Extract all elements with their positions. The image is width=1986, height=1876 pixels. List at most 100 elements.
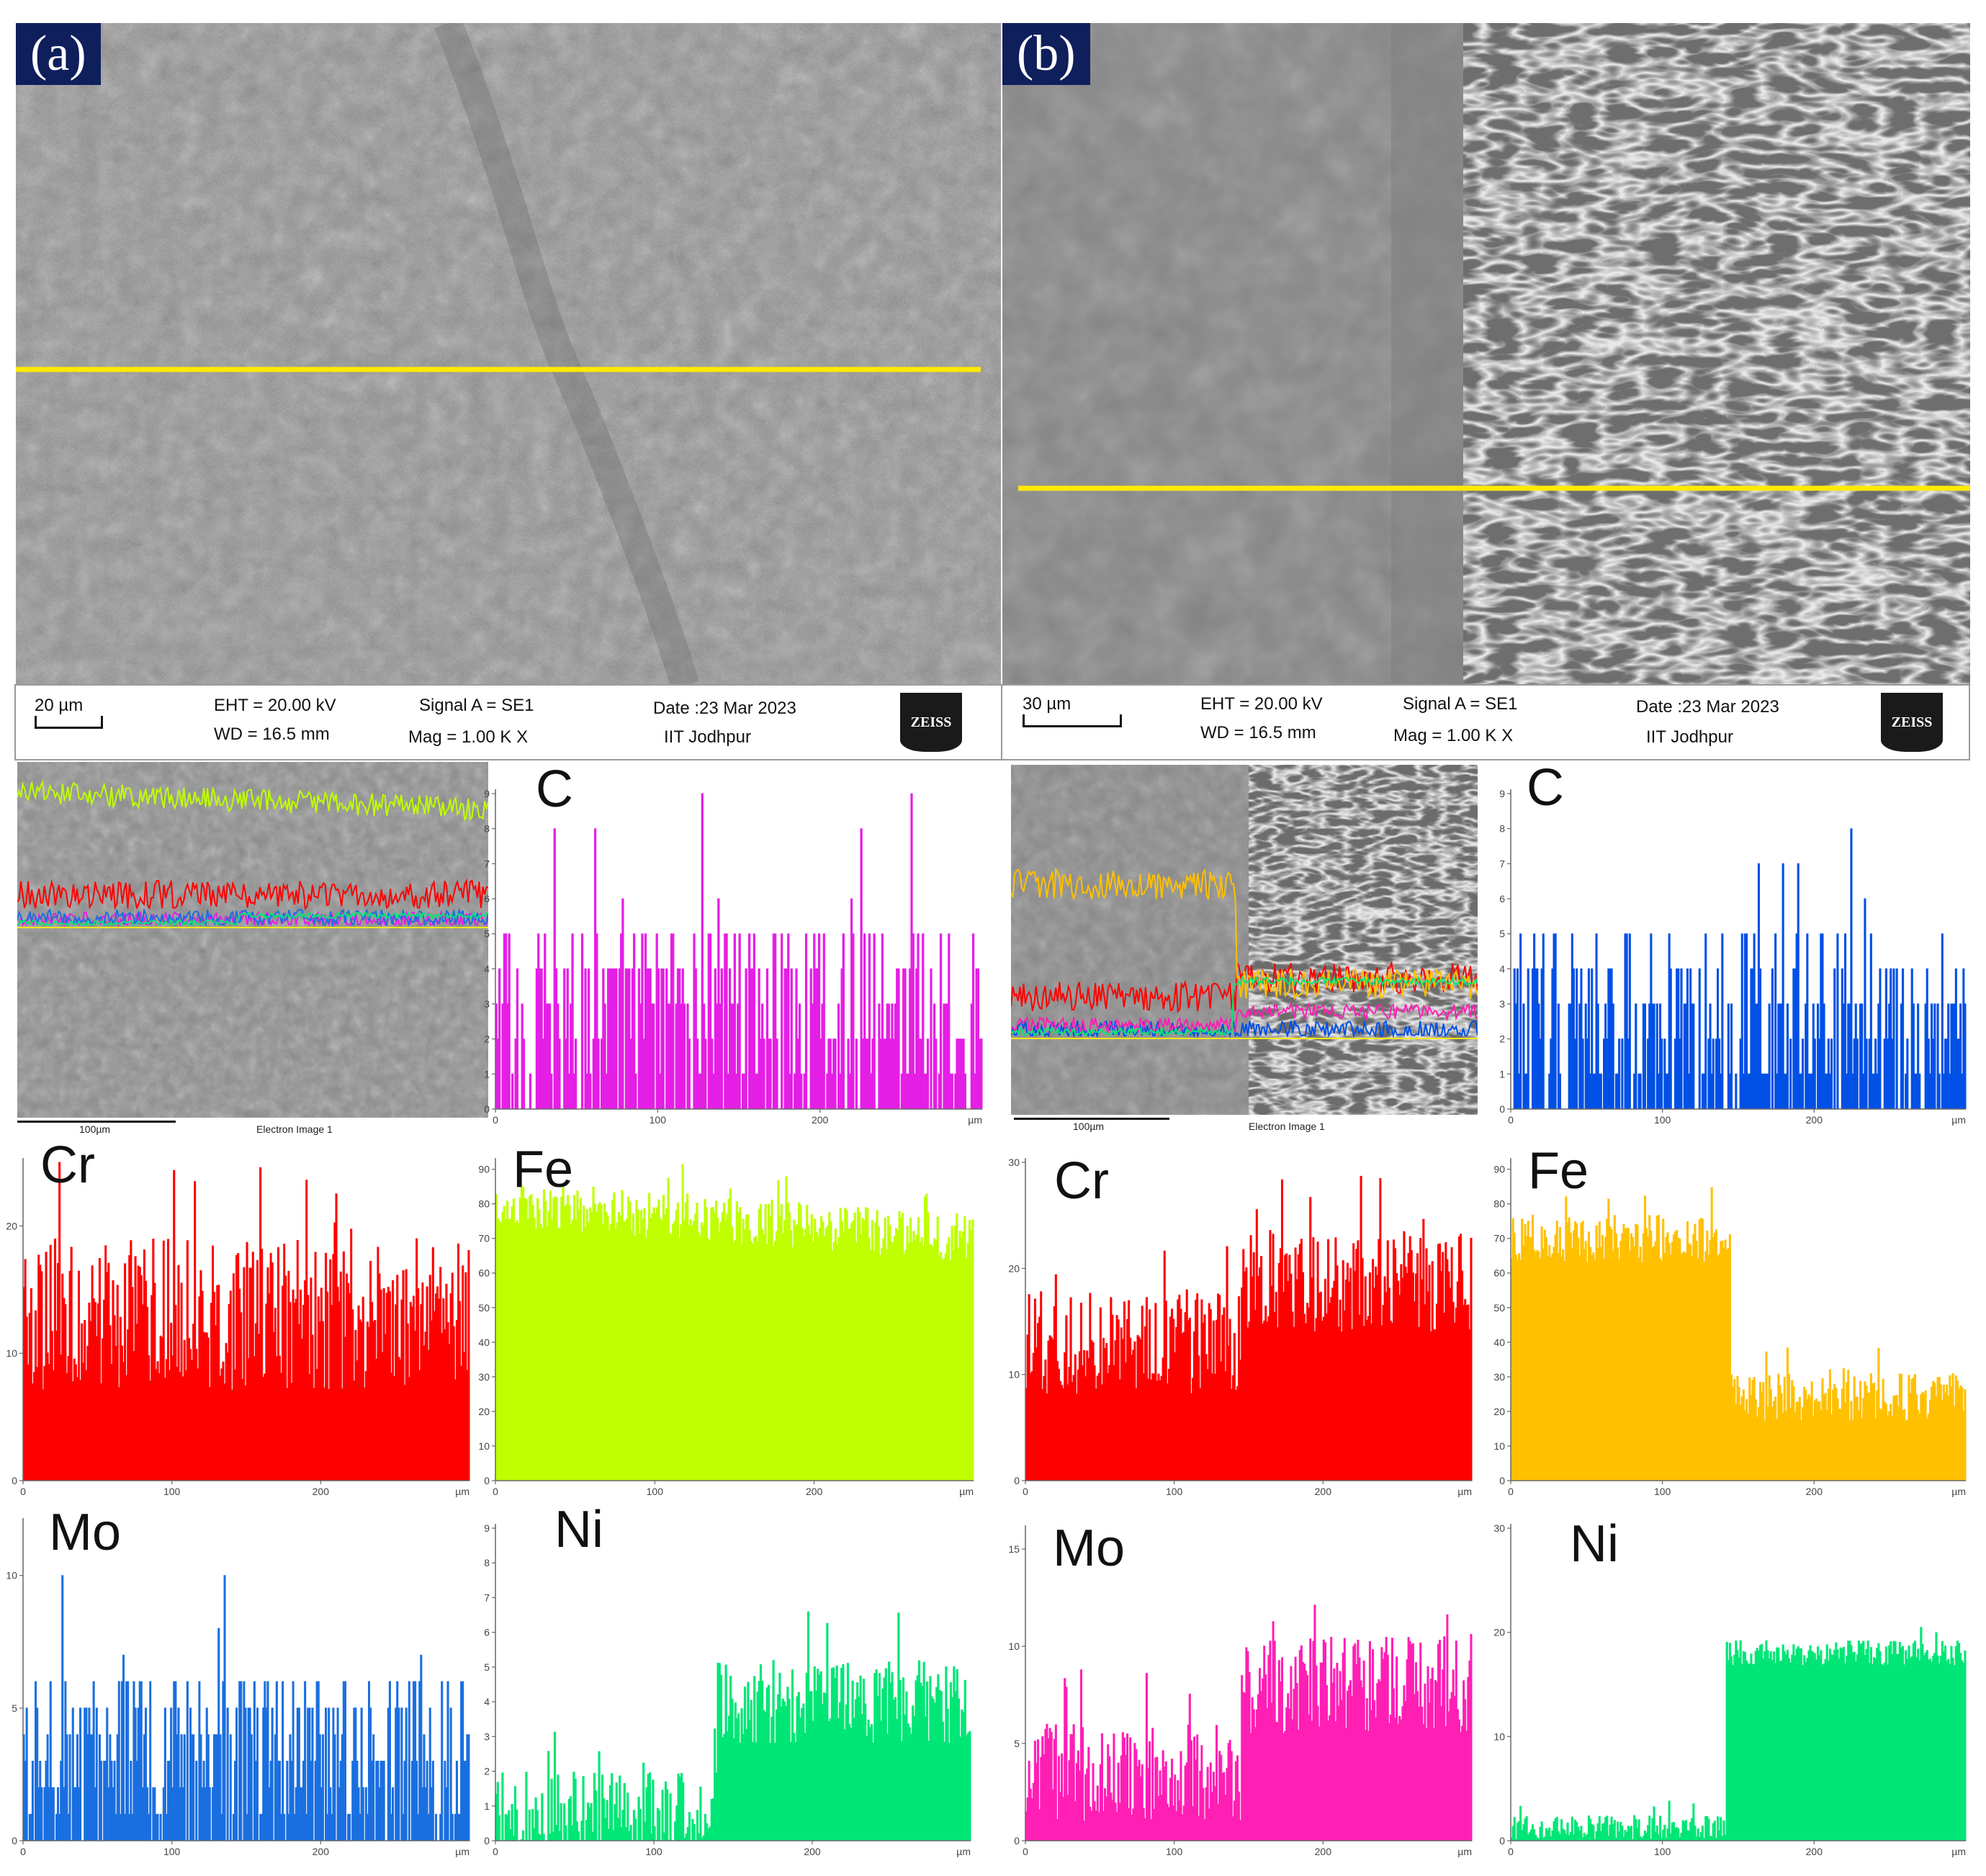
x-tick-label: 200 bbox=[1806, 1486, 1823, 1497]
y-tick-label: 70 bbox=[478, 1233, 490, 1244]
y-tick-label: 7 bbox=[484, 1592, 490, 1603]
y-tick-label: 20 bbox=[6, 1220, 17, 1231]
x-tick-label: 100 bbox=[645, 1846, 662, 1857]
y-tick-label: 7 bbox=[1499, 858, 1505, 869]
y-tick-label: 9 bbox=[1499, 788, 1505, 799]
y-tick-label: 3 bbox=[484, 1731, 490, 1742]
x-tick-label: 0 bbox=[493, 1114, 498, 1126]
y-tick-label: 0 bbox=[12, 1475, 17, 1486]
y-tick-label: 30 bbox=[1493, 1522, 1505, 1534]
y-tick-label: 30 bbox=[1008, 1157, 1020, 1168]
line-scan-profile-Fe bbox=[1510, 1187, 1967, 1481]
x-tick-label: 100 bbox=[1654, 1486, 1671, 1497]
chart-a-C: 0 1 2 3 4 5 6 7 8 9 0 100 200 µm bbox=[484, 784, 987, 1126]
y-tick-label: 5 bbox=[1014, 1738, 1020, 1749]
x-tick-label: 100 bbox=[647, 1486, 664, 1497]
y-tick-label: 6 bbox=[484, 893, 490, 905]
element-label-b-C: C bbox=[1527, 759, 1564, 817]
line-scan-profile-Cr bbox=[22, 1162, 470, 1481]
signal-value: Signal A = SE1 bbox=[419, 696, 534, 715]
y-tick-label: 1 bbox=[1499, 1068, 1505, 1080]
x-tick-label: 200 bbox=[806, 1486, 823, 1497]
chart-b-Ni: 0 10 20 30 0 100 200 µm bbox=[1493, 1518, 1970, 1858]
y-tick-label: 9 bbox=[484, 788, 490, 799]
line-scan-profile-C bbox=[495, 793, 983, 1110]
y-tick-label: 60 bbox=[1493, 1267, 1505, 1279]
x-tick-label: 100 bbox=[1166, 1846, 1183, 1857]
x-tick-label: 100 bbox=[1654, 1846, 1671, 1857]
y-tick-label: 20 bbox=[1493, 1406, 1505, 1417]
element-label-a-C: C bbox=[536, 760, 573, 818]
y-tick-label: 8 bbox=[484, 1557, 490, 1568]
eds-overlay-trace-Fe bbox=[17, 779, 488, 822]
y-tick-label: 2 bbox=[484, 1766, 490, 1777]
element-label-a-Ni: Ni bbox=[554, 1501, 603, 1558]
eds-electron-image-b bbox=[1011, 765, 1478, 1115]
x-tick-label: 200 bbox=[313, 1486, 330, 1497]
line-scan-profile-Ni bbox=[495, 1611, 971, 1841]
y-tick-label: 0 bbox=[484, 1103, 490, 1115]
y-tick-label: 10 bbox=[478, 1440, 490, 1452]
x-tick-label: 100 bbox=[163, 1846, 181, 1857]
date-value: Date :23 Mar 2023 bbox=[653, 699, 796, 718]
element-label-a-Fe: Fe bbox=[513, 1141, 574, 1198]
y-tick-label: 4 bbox=[484, 1696, 490, 1707]
y-tick-label: 80 bbox=[478, 1198, 490, 1210]
y-tick-label: 30 bbox=[1493, 1371, 1505, 1383]
scale-bar bbox=[35, 716, 103, 729]
y-tick-label: 50 bbox=[1493, 1302, 1505, 1314]
element-label-b-Fe: Fe bbox=[1528, 1142, 1589, 1200]
scale-label: 30 µm bbox=[1023, 694, 1071, 714]
y-tick-label: 9 bbox=[484, 1522, 490, 1534]
sem-image-a: (a) bbox=[16, 23, 1001, 686]
line-scan-profile-C bbox=[1511, 828, 1967, 1110]
y-tick-label: 20 bbox=[478, 1406, 490, 1417]
y-tick-label: 90 bbox=[1493, 1164, 1505, 1175]
x-unit-label: µm bbox=[1457, 1486, 1472, 1497]
y-tick-label: 1 bbox=[484, 1068, 490, 1080]
panel-label-b: (b) bbox=[1002, 23, 1090, 85]
institute-value: IIT Jodhpur bbox=[664, 727, 751, 747]
x-unit-label: µm bbox=[956, 1846, 971, 1857]
element-label-b-Ni: Ni bbox=[1570, 1515, 1619, 1573]
y-tick-label: 10 bbox=[6, 1570, 17, 1581]
scale-bar bbox=[1023, 714, 1122, 727]
chart-b-Mo: 0 5 10 15 0 100 200 µm bbox=[1008, 1520, 1476, 1858]
x-tick-label: 100 bbox=[650, 1114, 667, 1126]
wd-value: WD = 16.5 mm bbox=[214, 724, 330, 744]
y-tick-label: 0 bbox=[12, 1835, 17, 1846]
eht-value: EHT = 20.00 kV bbox=[1200, 694, 1323, 714]
line-scan-profile-Mo bbox=[22, 1575, 470, 1841]
line-scan-profile-Fe bbox=[495, 1164, 974, 1481]
y-tick-label: 40 bbox=[478, 1337, 490, 1348]
y-tick-label: 90 bbox=[478, 1164, 490, 1175]
eds-caption-a: Electron Image 1 bbox=[256, 1123, 333, 1135]
eds-scale-a bbox=[17, 1121, 176, 1123]
y-tick-label: 7 bbox=[484, 858, 490, 869]
y-tick-label: 2 bbox=[484, 1033, 490, 1045]
element-label-b-Mo: Mo bbox=[1053, 1520, 1125, 1577]
y-tick-label: 0 bbox=[484, 1835, 490, 1846]
scale-label: 20 µm bbox=[35, 696, 84, 715]
chart-b-Cr: 0 10 20 30 0 100 200 µm bbox=[1008, 1152, 1476, 1498]
element-label-a-Cr: Cr bbox=[40, 1136, 95, 1194]
line-scan-profile-Ni bbox=[1510, 1627, 1967, 1841]
signal-value: Signal A = SE1 bbox=[1403, 694, 1518, 714]
eds-overlay-trace-Ni bbox=[1011, 975, 1478, 1037]
y-tick-label: 4 bbox=[484, 963, 490, 974]
y-tick-label: 10 bbox=[1008, 1641, 1020, 1652]
y-tick-label: 0 bbox=[1499, 1475, 1505, 1486]
x-tick-label: 200 bbox=[1315, 1486, 1332, 1497]
eds-scale-label-b: 100µm bbox=[1073, 1121, 1105, 1132]
x-tick-label: 0 bbox=[1508, 1846, 1514, 1857]
chart-a-Ni: 0 1 2 3 4 5 6 7 8 9 0 100 200 µm bbox=[484, 1518, 975, 1858]
eds-electron-image-a bbox=[17, 762, 488, 1118]
x-tick-label: 0 bbox=[493, 1486, 498, 1497]
line-scan-profile-Mo bbox=[1025, 1605, 1473, 1841]
zeiss-logo: ZEISS bbox=[1881, 693, 1943, 752]
eds-scale-label-a: 100µm bbox=[79, 1123, 111, 1135]
y-tick-label: 20 bbox=[1493, 1627, 1505, 1638]
x-tick-label: 0 bbox=[1023, 1486, 1028, 1497]
y-tick-label: 15 bbox=[1008, 1543, 1020, 1555]
